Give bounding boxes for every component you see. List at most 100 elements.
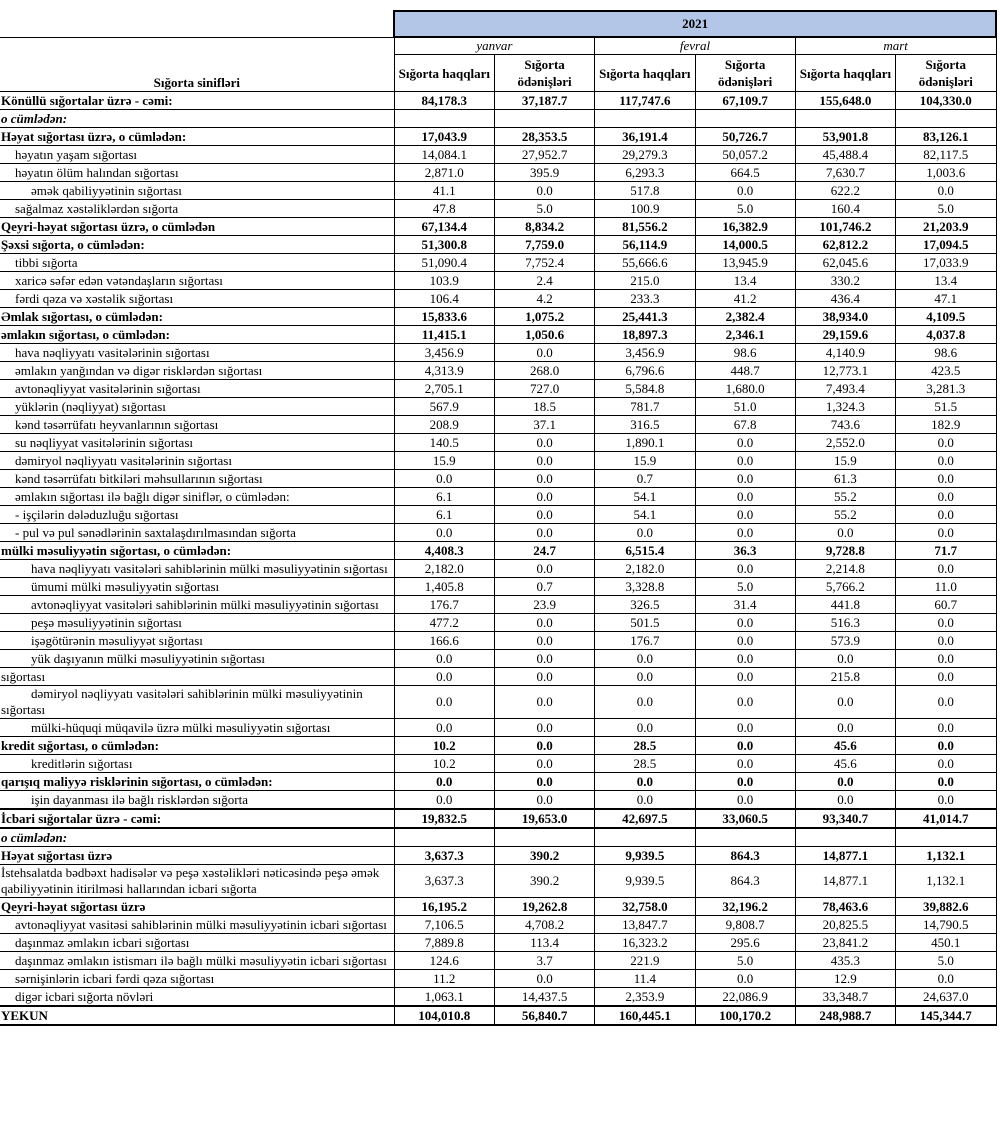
payment-value: 1,680.0 (694, 379, 796, 398)
premium-value: 743.6 (794, 415, 897, 434)
row-label: su nəqliyyat vasitələrinin sığortası (0, 433, 395, 452)
payment-value: 182.9 (895, 415, 997, 434)
premium-value: 0.0 (393, 685, 495, 719)
premium-value: 16,323.2 (594, 933, 696, 952)
premium-value: 15.9 (594, 451, 696, 470)
payment-value: 67.8 (694, 415, 796, 434)
payment-value: 0.0 (493, 433, 596, 452)
row-label: əmlakın sığortası ilə bağlı digər sinifl… (0, 487, 395, 506)
table-row: avtonəqliyyat vasitələrinin sığortası 2,7… (0, 379, 997, 398)
payment-value: 450.1 (895, 933, 997, 952)
payment-value (493, 109, 596, 128)
premium-value: 441.8 (794, 595, 897, 614)
row-label: digər icbari sığorta növləri (0, 987, 395, 1007)
premium-value (594, 109, 696, 128)
payment-value: 0.0 (694, 559, 796, 578)
premium-value: 176.7 (594, 631, 696, 650)
payment-value: 100,170.2 (694, 1005, 796, 1026)
premium-value: 28.5 (594, 736, 696, 755)
payment-value: 0.0 (895, 613, 997, 632)
premium-value: 477.2 (393, 613, 495, 632)
premium-value: 14,877.1 (794, 846, 897, 865)
premium-value: 6.1 (393, 505, 495, 524)
premium-value: 0.0 (393, 667, 495, 686)
premium-value: 0.0 (594, 772, 696, 791)
row-label: Qeyri-həyat sığortası üzrə, o cümlədən (0, 217, 395, 236)
premium-value: 6.1 (393, 487, 495, 506)
payment-value: 113.4 (493, 933, 596, 952)
row-label: avtonəqliyyat vasitələrinin sığortası (0, 379, 395, 398)
payment-value: 33,060.5 (694, 808, 796, 829)
payment-value: 0.0 (895, 469, 997, 488)
table-row: su nəqliyyat vasitələrinin sığortası 140.… (0, 433, 997, 452)
premium-value: 45.6 (794, 736, 897, 755)
payment-value: 50,726.7 (694, 127, 796, 146)
row-label: yük daşıyanın mülki məsuliyyətinin sığor… (0, 649, 395, 668)
payment-value: 0.0 (493, 559, 596, 578)
premium-value: 3,328.8 (594, 577, 696, 596)
payment-value: 0.0 (493, 718, 596, 737)
premium-value: 2,214.8 (794, 559, 897, 578)
payment-value: 13,945.9 (694, 253, 796, 272)
payment-value: 7,759.0 (493, 235, 596, 254)
premium-value: 18,897.3 (594, 325, 696, 344)
premium-value: 53,901.8 (794, 127, 897, 146)
payment-value: 0.0 (895, 505, 997, 524)
premium-value: 2,353.9 (594, 987, 696, 1007)
payment-value: 83,126.1 (895, 127, 997, 146)
payment-value: 5.0 (694, 577, 796, 596)
payment-value: 14,000.5 (694, 235, 796, 254)
table-row: o cümlədən: (0, 109, 997, 128)
table-row: - pul və pul sənədlərinin saxtalaşdırılm… (0, 523, 997, 542)
premium-value: 81,556.2 (594, 217, 696, 236)
premium-value: 233.3 (594, 289, 696, 308)
payment-value: 16,382.9 (694, 217, 796, 236)
row-label: o cümlədən: (0, 827, 395, 847)
premiums-header: Sığorta haqqları (594, 54, 696, 92)
row-label: sağalmaz xəstəliklərdən sığorta (0, 199, 395, 218)
premium-value: 51,090.4 (393, 253, 495, 272)
payment-value: 0.0 (895, 433, 997, 452)
premium-value: 501.5 (594, 613, 696, 632)
premium-value: 38,934.0 (794, 307, 897, 326)
premium-value: 0.0 (393, 772, 495, 791)
payment-value (694, 109, 796, 128)
payment-value: 18.5 (493, 397, 596, 416)
payment-value: 727.0 (493, 379, 596, 398)
payment-value: 0.0 (694, 649, 796, 668)
payment-value: 24.7 (493, 541, 596, 560)
row-label: hava nəqliyyatı vasitələrinin sığortası (0, 343, 395, 362)
premium-value: 215.0 (594, 271, 696, 290)
payment-value: 21,203.9 (895, 217, 997, 236)
row-label: sığortası (0, 667, 395, 686)
table-row: Şəxsi sığorta, o cümlədən: 51,300.8 7,759.… (0, 235, 997, 254)
payment-value: 0.0 (895, 736, 997, 755)
payment-value: 1,132.1 (895, 864, 997, 898)
premium-value: 2,182.0 (594, 559, 696, 578)
payment-value: 395.9 (493, 163, 596, 182)
row-label: kreditlərin sığortası (0, 754, 395, 773)
premium-value: 106.4 (393, 289, 495, 308)
row-label: - işçilərin dələduzluğu sığortası (0, 505, 395, 524)
table-row: Həyat sığortası üzrə, o cümlədən: 17,043.… (0, 127, 997, 146)
month-header-february: fevral (594, 36, 796, 55)
premium-value: 4,408.3 (393, 541, 495, 560)
premium-value: 15.9 (393, 451, 495, 470)
premium-value: 0.0 (594, 523, 696, 542)
payment-value: 0.0 (493, 181, 596, 200)
premium-value: 176.7 (393, 595, 495, 614)
table-row: əmlakın sığortası, o cümlədən: 11,415.1 1,… (0, 325, 997, 344)
row-label: İstehsalatda bədbəxt hadisələr və peşə x… (0, 864, 395, 898)
payment-value: 0.0 (694, 969, 796, 988)
payment-value: 56,840.7 (493, 1005, 596, 1026)
row-label: mülki-hüquqi müqavilə üzrə mülki məsuliy… (0, 718, 395, 737)
payment-value: 0.0 (493, 969, 596, 988)
premium-value: 326.5 (594, 595, 696, 614)
payment-value: 0.0 (895, 667, 997, 686)
payment-value: 4.2 (493, 289, 596, 308)
premium-value: 55,666.6 (594, 253, 696, 272)
premium-value: 0.0 (393, 523, 495, 542)
payment-value: 23.9 (493, 595, 596, 614)
table-row: avtonəqliyyat vasitələri sahiblərinin mü… (0, 595, 997, 614)
row-label: fərdi qəza və xəstəlik sığortası (0, 289, 395, 308)
